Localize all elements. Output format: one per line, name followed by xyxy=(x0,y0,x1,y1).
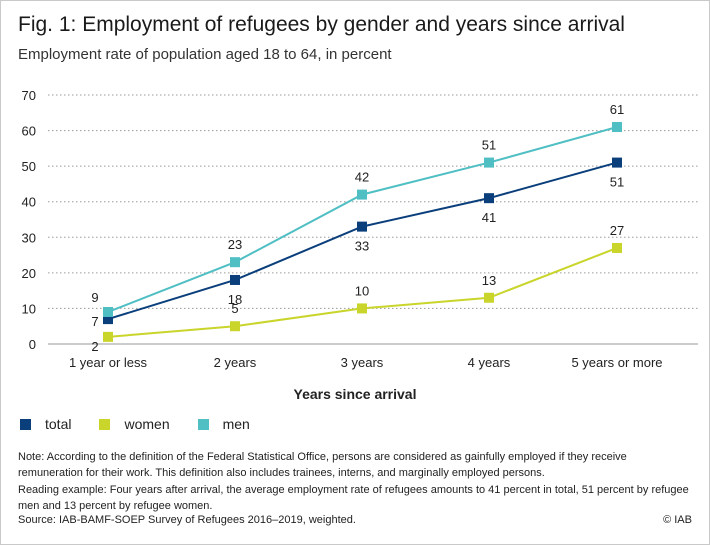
y-tick-label: 40 xyxy=(22,195,36,210)
x-tick-label: 3 years xyxy=(341,355,384,370)
data-point-total xyxy=(484,193,494,204)
data-label-total: 41 xyxy=(482,210,496,225)
data-label-men: 23 xyxy=(228,237,242,252)
data-point-women xyxy=(103,331,113,342)
data-label-women: 10 xyxy=(355,283,369,298)
data-point-women xyxy=(230,321,240,332)
data-label-women: 5 xyxy=(231,301,238,316)
data-label-total: 51 xyxy=(610,175,624,190)
data-point-total xyxy=(357,221,367,232)
data-point-men xyxy=(484,157,494,168)
data-label-men: 51 xyxy=(482,138,496,153)
copyright-note: © IAB xyxy=(663,514,692,526)
data-label-men: 61 xyxy=(610,102,624,117)
x-tick-label: 4 years xyxy=(468,355,511,370)
data-point-total xyxy=(612,157,622,168)
y-tick-label: 10 xyxy=(22,301,36,316)
data-point-women xyxy=(357,303,367,314)
line-chart: 0 10 20 30 40 50 60 70 1 year or less 2 years 3 y… xyxy=(22,88,698,370)
y-tick-label: 30 xyxy=(22,230,36,245)
y-axis-ticks: 0 10 20 30 40 50 60 70 xyxy=(22,88,36,352)
data-label-men: 42 xyxy=(355,170,369,185)
data-point-men xyxy=(230,257,240,268)
data-label-women: 2 xyxy=(91,339,98,354)
legend-item-men: men xyxy=(197,416,250,432)
y-tick-label: 60 xyxy=(22,124,36,139)
data-point-total xyxy=(230,274,240,285)
legend-label-total: total xyxy=(45,416,72,432)
data-label-total: 7 xyxy=(91,314,98,329)
data-label-women: 13 xyxy=(482,273,496,288)
data-point-men xyxy=(103,306,113,317)
y-tick-label: 70 xyxy=(22,88,36,103)
x-axis-title: Years since arrival xyxy=(293,386,417,402)
legend-item-total: total xyxy=(20,416,71,432)
data-label-women: 27 xyxy=(610,223,624,238)
legend-swatch-total xyxy=(20,418,31,430)
legend-swatch-men xyxy=(197,418,209,430)
chart-subtitle: Employment rate of population aged 18 to… xyxy=(18,46,392,63)
x-tick-label: 5 years or more xyxy=(571,355,662,370)
legend: total women men xyxy=(20,416,278,432)
data-point-women xyxy=(484,292,494,303)
source-note: Source: IAB-BAMF-SOEP Survey of Refugees… xyxy=(18,514,356,526)
x-tick-label: 1 year or less xyxy=(69,355,148,370)
definition-note: Note: According to the definition of the… xyxy=(18,451,627,479)
legend-item-women: women xyxy=(99,416,170,432)
series-markers xyxy=(103,122,622,342)
legend-label-men: men xyxy=(222,416,250,432)
x-tick-label: 2 years xyxy=(214,355,257,370)
x-axis-ticks: 1 year or less 2 years 3 years 4 years 5 yea… xyxy=(69,355,663,370)
y-tick-label: 0 xyxy=(29,337,36,352)
data-point-women xyxy=(612,242,622,253)
reading-example-note: Reading example: Four years after arriva… xyxy=(18,484,689,512)
legend-swatch-women xyxy=(99,418,111,430)
data-point-men xyxy=(357,189,367,200)
data-label-men: 9 xyxy=(91,290,98,305)
data-label-total: 18 xyxy=(228,292,242,307)
y-tick-label: 50 xyxy=(22,159,36,174)
data-point-total xyxy=(103,314,113,325)
y-tick-label: 20 xyxy=(22,266,36,281)
chart-title: Fig. 1: Employment of refugees by gender… xyxy=(18,13,625,36)
data-labels: 2 5 10 13 27 7 18 33 41 51 9 23 42 51 61 xyxy=(91,102,624,354)
data-label-total: 33 xyxy=(355,239,369,254)
data-point-men xyxy=(612,122,622,133)
legend-label-women: women xyxy=(124,416,170,432)
